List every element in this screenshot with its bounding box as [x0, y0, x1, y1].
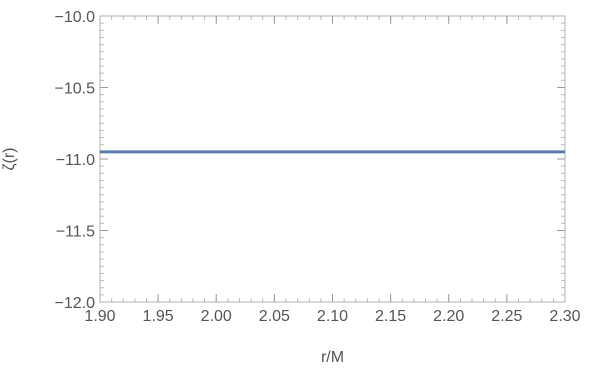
major-ticks [100, 16, 565, 302]
y-tick-label: −10.0 [55, 9, 96, 26]
plot-frame [100, 16, 565, 302]
x-tick-labels: 1.90 1.95 2.00 2.05 2.10 2.15 2.20 2.25 2.30 [84, 308, 580, 325]
x-tick-label: 2.25 [491, 308, 522, 325]
x-axis-label: r/M [321, 349, 344, 366]
x-tick-label: 2.15 [375, 308, 406, 325]
y-tick-label: −12.0 [55, 295, 96, 312]
minor-ticks [100, 16, 565, 302]
y-tick-label: −11.5 [56, 224, 95, 241]
y-tick-label: −10.5 [55, 81, 96, 98]
y-axis-label: ζ(r) [1, 147, 18, 170]
x-tick-label: 2.20 [433, 308, 464, 325]
x-tick-label: 2.05 [259, 308, 290, 325]
x-tick-label: 2.30 [549, 308, 580, 325]
y-tick-label: −11.0 [56, 152, 95, 169]
x-tick-label: 2.00 [201, 308, 232, 325]
x-tick-label: 2.10 [317, 308, 348, 325]
x-tick-label: 1.95 [143, 308, 174, 325]
y-tick-labels: −10.0 −10.5 −11.0 −11.5 −12.0 [55, 9, 96, 312]
